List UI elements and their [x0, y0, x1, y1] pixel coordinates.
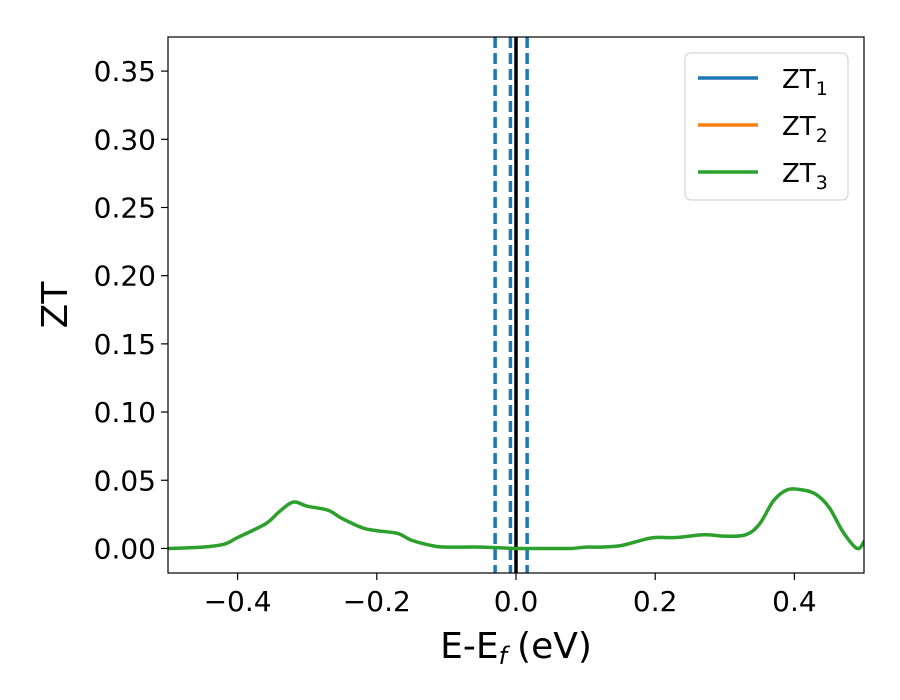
legend: ZT1 ZT2 ZT3 — [684, 52, 849, 201]
y-tick-label: 0.15 — [94, 328, 156, 361]
y-tick-label: 0.35 — [94, 55, 156, 88]
x-tick-label: −0.2 — [343, 585, 411, 618]
y-tick-label: 0.25 — [94, 191, 156, 224]
series-lines — [168, 487, 864, 551]
y-tick-label: 0.05 — [94, 464, 156, 497]
y-axis-ticks: 0.00 0.05 0.10 0.15 0.20 0.25 0.30 0.35 — [94, 55, 168, 565]
x-axis-ticks: −0.4 −0.2 0.0 0.2 0.4 — [204, 573, 817, 618]
vertical-reference-lines — [493, 37, 529, 573]
legend-label-3: ZT3 — [782, 159, 828, 194]
series-line-3 — [168, 487, 864, 551]
y-tick-label: 0.30 — [94, 123, 156, 156]
x-tick-label: 0.0 — [494, 585, 539, 618]
y-tick-label: 0.00 — [94, 532, 156, 565]
x-tick-label: 0.2 — [633, 585, 678, 618]
y-axis-title: ZT — [35, 281, 76, 329]
legend-box — [684, 52, 849, 201]
x-tick-label: 0.4 — [772, 585, 817, 618]
legend-label-1: ZT1 — [782, 65, 828, 100]
y-tick-label: 0.10 — [94, 396, 156, 429]
x-axis-title: E-Ef (eV) — [440, 626, 592, 670]
x-tick-label: −0.4 — [204, 585, 272, 618]
legend-label-2: ZT2 — [782, 112, 828, 147]
y-tick-label: 0.20 — [94, 260, 156, 293]
